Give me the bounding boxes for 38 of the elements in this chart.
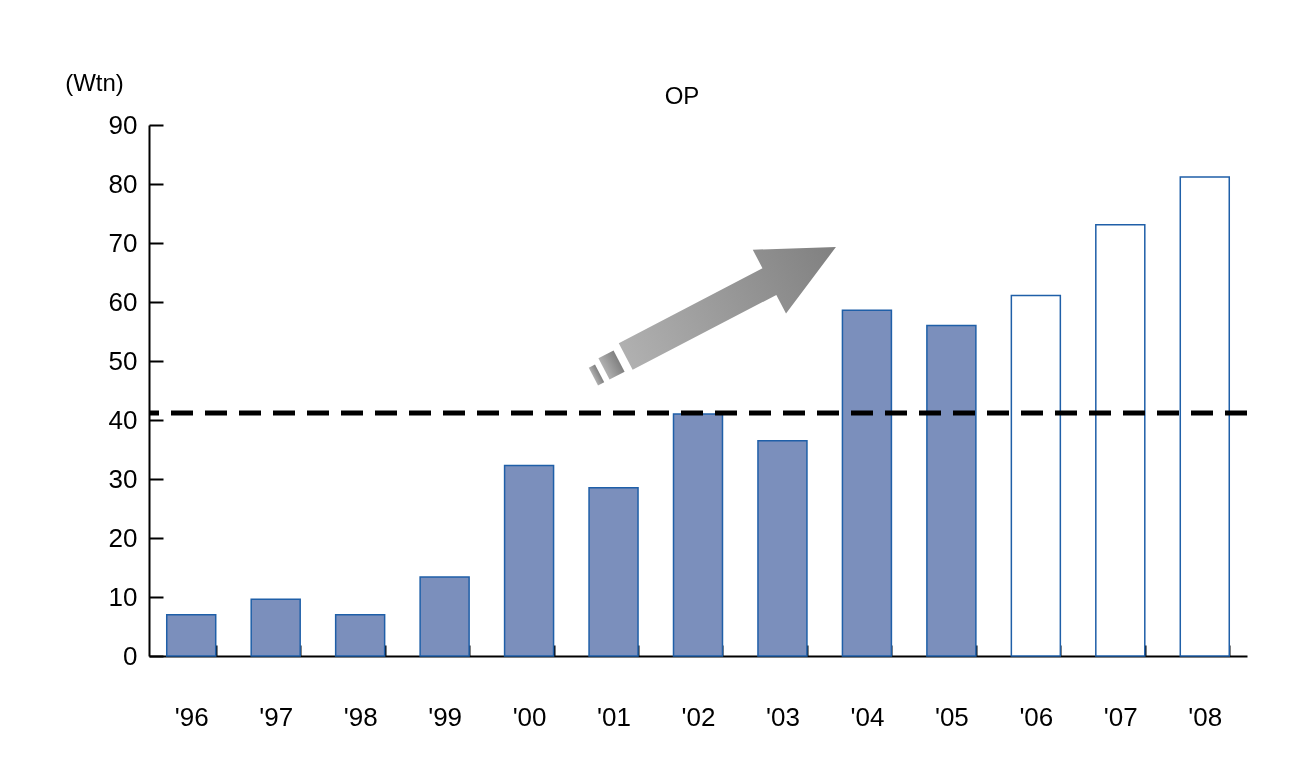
- x-tick-label: '01: [597, 701, 631, 732]
- bar: [588, 487, 639, 657]
- x-tick-label: '08: [1188, 701, 1223, 732]
- y-tick-label: 50: [108, 345, 138, 376]
- bar: [503, 464, 555, 657]
- x-tick-label: '98: [343, 701, 378, 732]
- x-tick-label: '96: [174, 701, 209, 732]
- y-tick-label: 10: [108, 581, 138, 612]
- y-tick-label: 80: [108, 168, 138, 199]
- x-tick-label: '97: [259, 701, 294, 732]
- x-tick-label: '07: [1103, 701, 1138, 732]
- x-tick-label: '04: [850, 701, 885, 732]
- x-tick-label: '99: [428, 701, 463, 732]
- bar: [757, 439, 808, 657]
- bar: [1010, 294, 1062, 657]
- bar: [419, 576, 470, 657]
- x-tick-label: '06: [1019, 701, 1054, 732]
- bar: [841, 309, 893, 657]
- x-tick-label: '02: [681, 701, 716, 732]
- bar: [1179, 176, 1231, 657]
- y-tick-label: 0: [123, 640, 138, 671]
- bar: [165, 613, 217, 657]
- bar: [1095, 223, 1146, 657]
- y-axis-title: (Wtn): [65, 68, 124, 96]
- bar: [334, 613, 386, 657]
- bar: [926, 324, 977, 657]
- x-tick-label: '03: [766, 701, 800, 732]
- chart-title: OP: [664, 82, 700, 109]
- x-tick-label: '00: [512, 701, 547, 732]
- y-tick-label: 30: [108, 463, 138, 494]
- y-tick-label: 90: [108, 109, 138, 140]
- x-tick-label: '05: [934, 701, 969, 732]
- bar: [672, 413, 724, 657]
- y-tick-label: 20: [108, 522, 138, 553]
- bar: [250, 598, 301, 657]
- y-tick-label: 60: [108, 286, 138, 317]
- y-tick-label: 70: [108, 227, 138, 258]
- y-tick-label: 40: [108, 404, 138, 435]
